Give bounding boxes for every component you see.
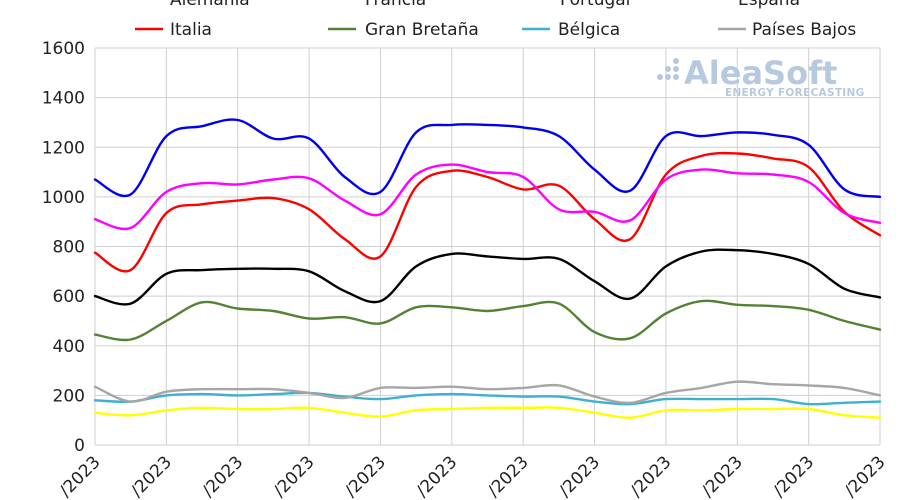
x-axis-ticks: /2023/2023/2023/2023/2023/2023/2023/2023… bbox=[56, 452, 890, 500]
y-tick-label: 1400 bbox=[42, 89, 85, 109]
series-lines bbox=[93, 118, 882, 419]
legend-label: Bélgica bbox=[558, 20, 620, 40]
legend-label: Portugal bbox=[560, 0, 630, 10]
legend-label: Alemania bbox=[170, 0, 250, 10]
y-tick-label: 1600 bbox=[42, 39, 85, 59]
legend: Alemania Francia Portugal España Italia Gran … bbox=[135, 0, 856, 40]
x-tick-label: /2023 bbox=[769, 452, 818, 500]
legend-label: España bbox=[738, 0, 800, 10]
x-tick-label: /2023 bbox=[413, 452, 462, 500]
aleasoft-logo-watermark: AleaSoft ENERGY FORECASTING bbox=[657, 54, 865, 99]
x-tick-label: /2023 bbox=[270, 452, 319, 500]
grid-lines bbox=[94, 47, 881, 446]
y-tick-label: 1000 bbox=[42, 188, 85, 208]
x-tick-label: /2023 bbox=[198, 452, 247, 500]
x-tick-label: /2023 bbox=[627, 452, 676, 500]
series-line-portugal bbox=[93, 248, 882, 306]
legend-label: Países Bajos bbox=[752, 20, 856, 40]
logo-dots-icon bbox=[657, 58, 679, 80]
series-line-unlabeled bbox=[93, 406, 882, 419]
watermark-subtitle: ENERGY FORECASTING bbox=[725, 87, 865, 99]
series-line-gran-breta-a bbox=[93, 299, 882, 342]
x-tick-label: /2023 bbox=[698, 452, 747, 500]
series-line-italia bbox=[93, 151, 882, 273]
series-line-alemania bbox=[93, 118, 882, 199]
y-tick-label: 0 bbox=[74, 436, 85, 456]
y-tick-label: 800 bbox=[53, 238, 85, 258]
x-tick-label: /2023 bbox=[484, 452, 533, 500]
x-tick-label: /2023 bbox=[841, 452, 890, 500]
legend-label: Italia bbox=[170, 20, 212, 40]
series-line-b-lgica bbox=[93, 391, 882, 406]
legend-label: Francia bbox=[365, 0, 426, 10]
y-tick-label: 400 bbox=[53, 337, 85, 357]
legend-label: Gran Bretaña bbox=[365, 20, 479, 40]
watermark-name: AleaSoft bbox=[684, 54, 837, 92]
y-axis-ticks: 0 200 400 600 800 1000 1200 1400 1600 bbox=[42, 39, 85, 456]
y-tick-label: 1200 bbox=[42, 138, 85, 158]
x-tick-label: /2023 bbox=[555, 452, 604, 500]
x-tick-label: /2023 bbox=[127, 452, 176, 500]
x-tick-label: /2023 bbox=[341, 452, 390, 500]
y-tick-label: 200 bbox=[53, 386, 85, 406]
y-tick-label: 600 bbox=[53, 287, 85, 307]
x-tick-label: /2023 bbox=[56, 452, 105, 500]
series-line-pa-ses-bajos bbox=[93, 380, 882, 405]
series-line-francia bbox=[93, 163, 882, 231]
